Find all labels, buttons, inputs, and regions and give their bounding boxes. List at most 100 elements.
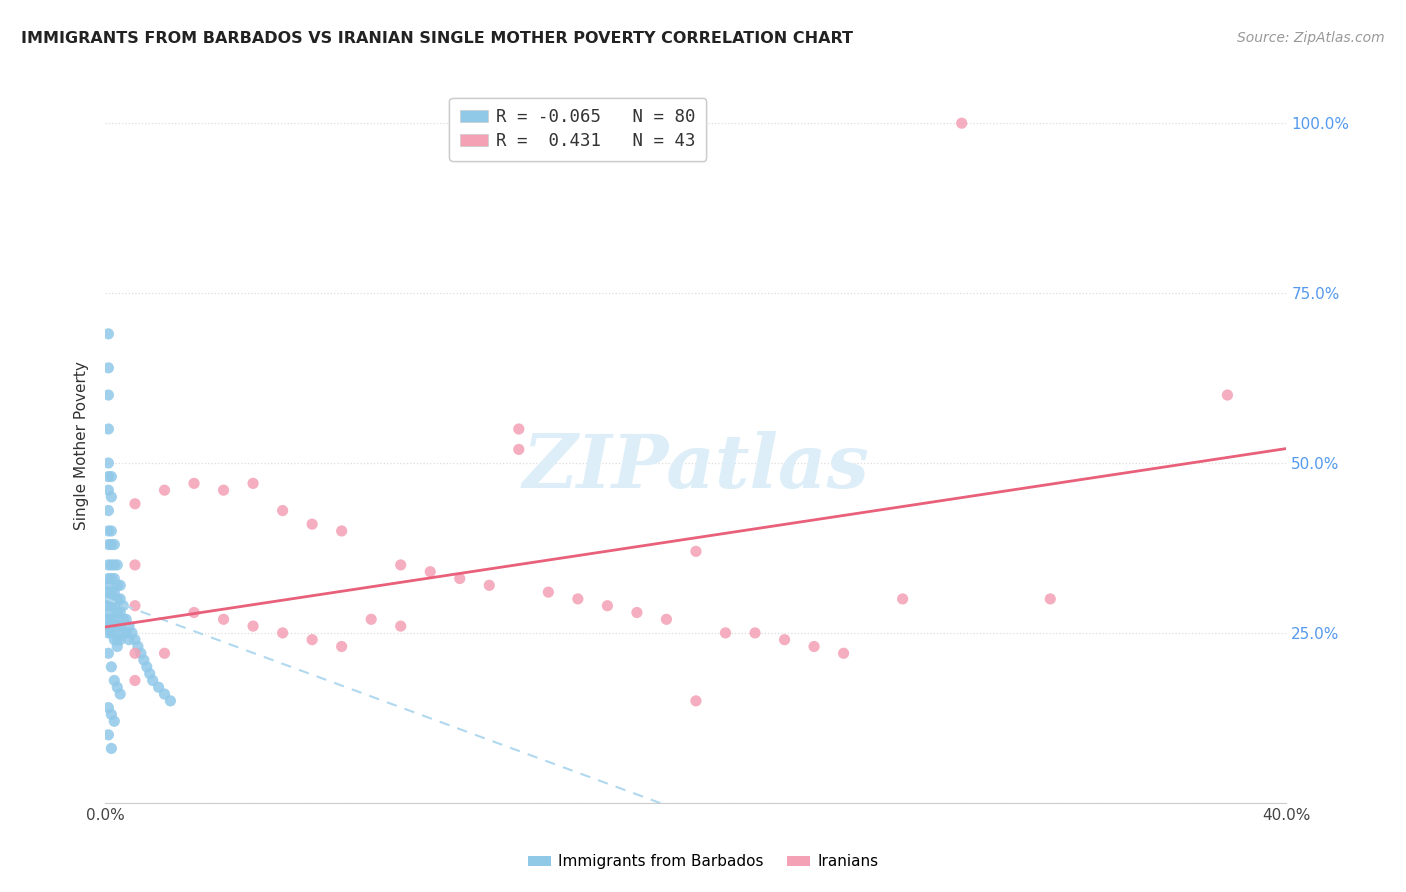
Point (112, 612, 135, 626)
Point (508, 422, 530, 436)
Point (100, 612, 122, 626)
Point (97, 537, 120, 551)
Point (124, 673, 146, 688)
Point (537, 585, 560, 599)
Point (110, 606, 132, 620)
Point (103, 632, 125, 647)
Point (100, 660, 122, 674)
Point (97, 469, 120, 483)
Point (301, 632, 323, 647)
Point (110, 632, 132, 647)
Point (301, 517, 323, 532)
Point (97, 606, 120, 620)
Point (97, 524, 120, 538)
Point (97, 599, 120, 613)
Point (97, 728, 120, 742)
Point (135, 660, 157, 674)
Point (103, 673, 125, 688)
Point (389, 558, 412, 572)
Point (115, 612, 138, 626)
Point (148, 680, 170, 694)
Point (1216, 388, 1239, 402)
Legend: Immigrants from Barbados, Iranians: Immigrants from Barbados, Iranians (522, 848, 884, 875)
Point (97, 422, 120, 436)
Point (271, 626, 294, 640)
Point (360, 612, 382, 626)
Point (596, 599, 619, 613)
Point (110, 591, 132, 606)
Point (129, 646, 152, 660)
Point (142, 673, 165, 688)
Point (105, 680, 128, 694)
Point (97, 360, 120, 375)
Point (105, 640, 128, 654)
Point (100, 524, 122, 538)
Point (97, 326, 120, 341)
Point (330, 640, 353, 654)
Point (103, 714, 125, 729)
Point (105, 591, 128, 606)
Point (124, 599, 146, 613)
Point (100, 585, 122, 599)
Point (124, 558, 146, 572)
Point (100, 599, 122, 613)
Point (105, 558, 128, 572)
Point (103, 537, 125, 551)
Point (567, 591, 589, 606)
Point (97, 700, 120, 714)
Point (105, 632, 128, 647)
Point (97, 388, 120, 402)
Point (97, 558, 120, 572)
Point (744, 626, 766, 640)
Point (97, 619, 120, 633)
Point (773, 632, 796, 647)
Point (153, 646, 176, 660)
Point (100, 626, 122, 640)
Point (97, 585, 120, 599)
Point (105, 606, 128, 620)
Point (97, 646, 120, 660)
Point (183, 606, 205, 620)
Point (105, 619, 128, 633)
Point (138, 666, 162, 681)
Point (159, 694, 181, 708)
Point (153, 483, 176, 498)
Point (118, 619, 141, 633)
Point (132, 653, 155, 667)
Point (103, 572, 125, 586)
Point (127, 640, 149, 654)
Point (100, 537, 122, 551)
Y-axis label: Single Mother Poverty: Single Mother Poverty (75, 361, 90, 531)
Point (891, 591, 914, 606)
Point (419, 565, 441, 579)
Point (100, 707, 122, 722)
Point (97, 612, 120, 626)
Point (100, 469, 122, 483)
Point (271, 503, 294, 517)
Point (100, 572, 122, 586)
Point (97, 626, 120, 640)
Point (714, 626, 737, 640)
Point (626, 606, 648, 620)
Point (110, 687, 132, 701)
Point (832, 646, 855, 660)
Point (97, 591, 120, 606)
Point (110, 578, 132, 592)
Point (100, 558, 122, 572)
Point (103, 585, 125, 599)
Point (97, 503, 120, 517)
Legend: R = -0.065   N = 80, R =  0.431   N = 43: R = -0.065 N = 80, R = 0.431 N = 43 (450, 98, 706, 161)
Point (97, 456, 120, 470)
Point (242, 619, 264, 633)
Point (112, 626, 135, 640)
Point (950, 116, 973, 130)
Point (103, 558, 125, 572)
Point (112, 599, 135, 613)
Point (121, 626, 143, 640)
Point (153, 687, 176, 701)
Point (115, 626, 138, 640)
Point (449, 572, 471, 586)
Point (212, 612, 235, 626)
Point (242, 476, 264, 491)
Point (1039, 591, 1062, 606)
